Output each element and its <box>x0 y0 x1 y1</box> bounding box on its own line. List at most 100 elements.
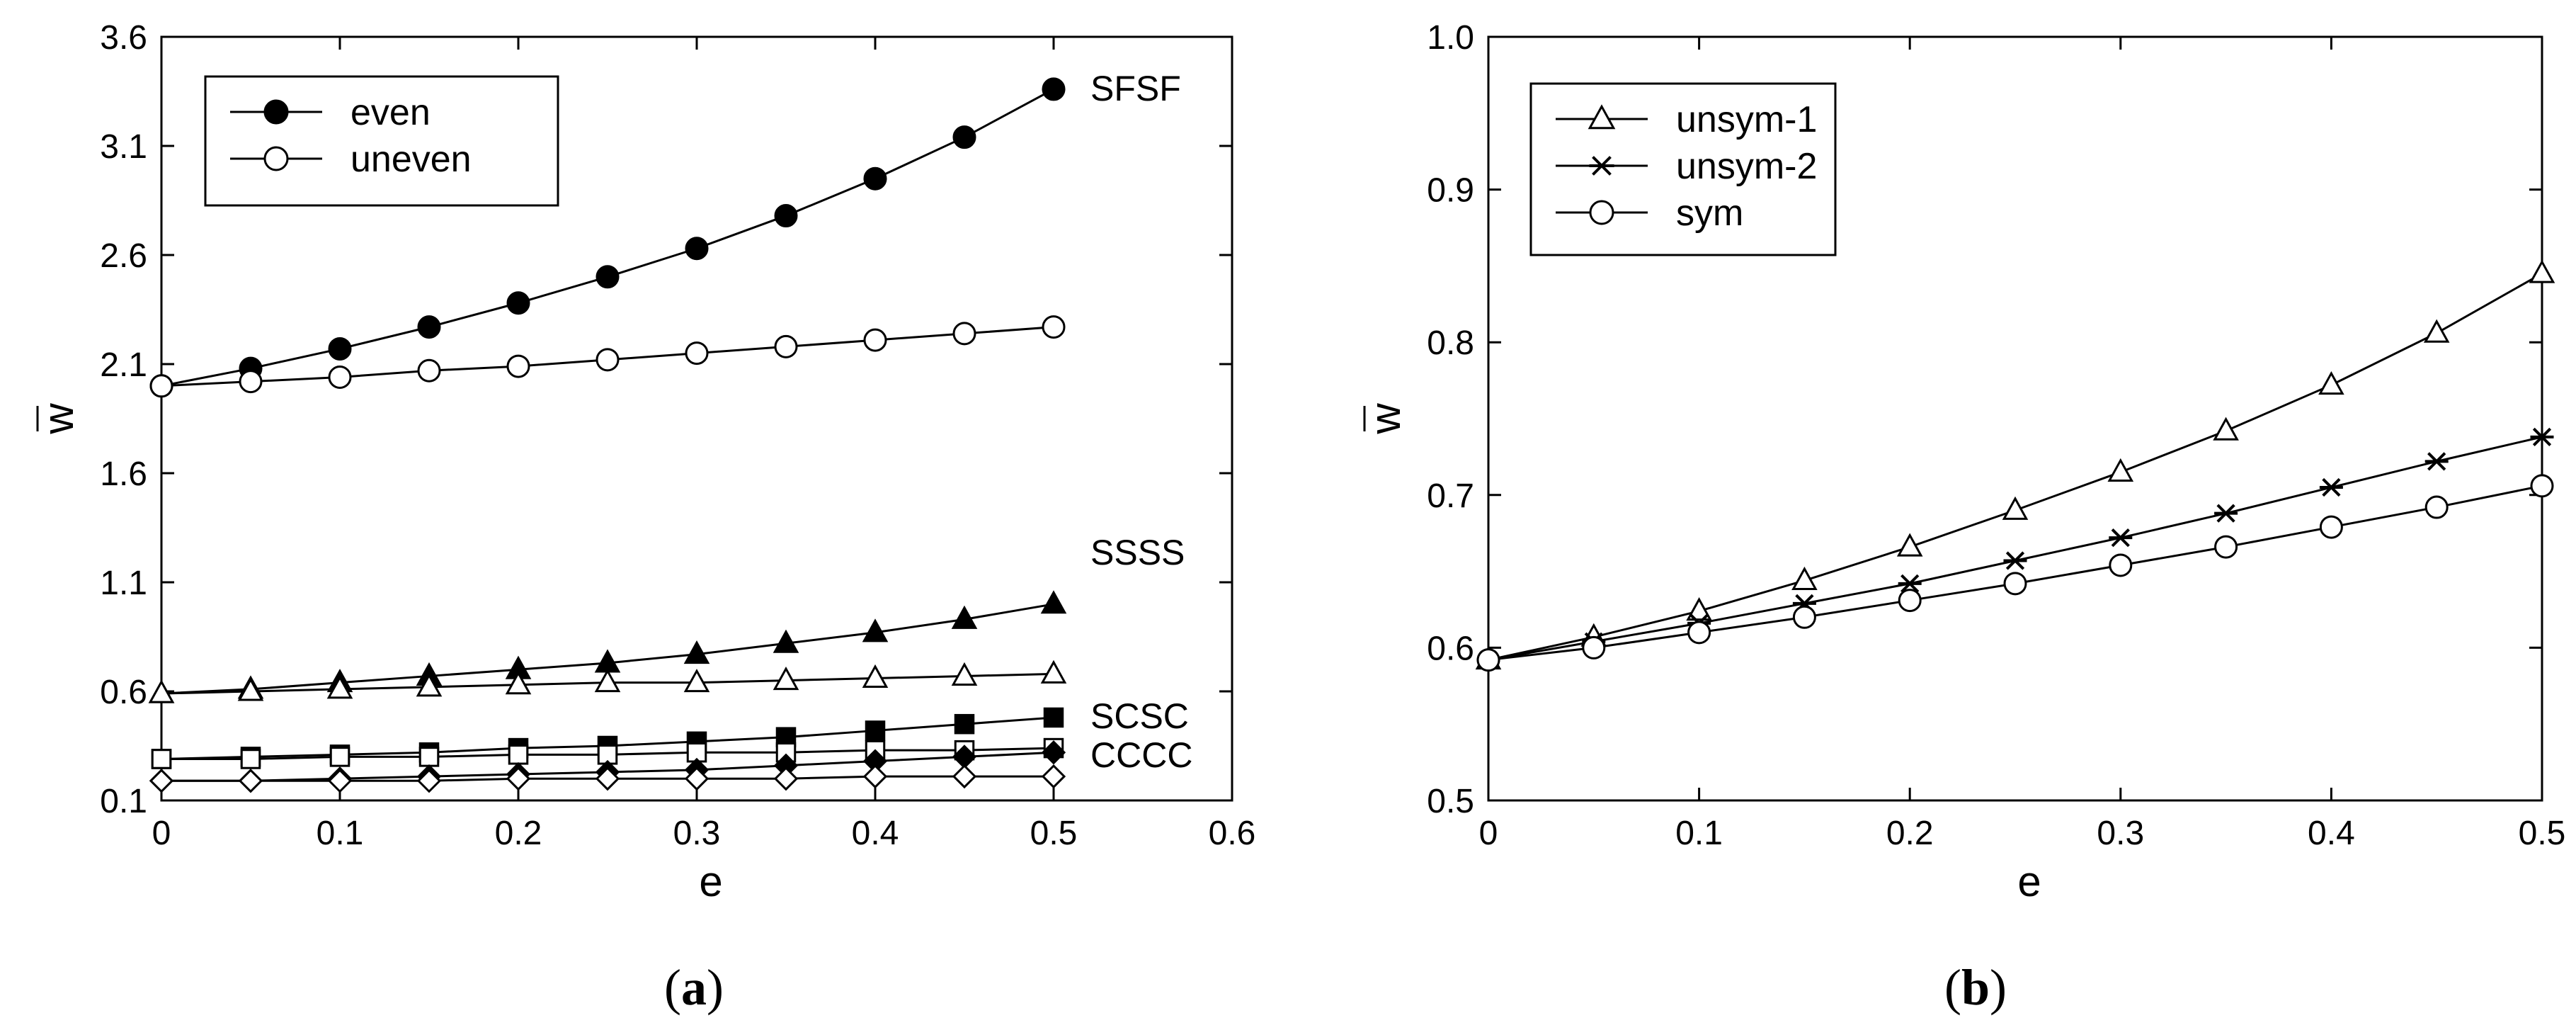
data-point <box>1898 589 1922 613</box>
x-tick-label: 0.4 <box>2308 815 2355 852</box>
y-tick-label: 1.6 <box>100 455 147 493</box>
data-point <box>773 666 799 691</box>
series-sym <box>1476 474 2554 672</box>
legend-box <box>1529 82 1837 256</box>
chart-b: 0 0.1 0.2 0.3 0.4 0.5 0.5 0.6 0.7 0.8 0.9 1.0 e w unsy… <box>1362 19 2565 1016</box>
data-point <box>2003 551 2027 570</box>
data-point <box>2529 259 2555 283</box>
x-tick-label: 0.1 <box>1675 815 1723 852</box>
legend-entry: even <box>230 92 431 133</box>
y-tick-label: 1.0 <box>1427 19 1474 57</box>
data-point <box>1686 597 1712 621</box>
y-tick-label: 1.1 <box>100 565 147 602</box>
legend-box <box>204 75 559 207</box>
legend: even uneven <box>204 75 559 207</box>
data-point <box>685 341 709 366</box>
data-point <box>863 166 887 191</box>
data-point <box>862 618 889 642</box>
y-tick-label: 0.6 <box>1427 630 1474 667</box>
data-point <box>951 662 978 686</box>
x-tick-label: 0.3 <box>673 815 721 852</box>
y-tick-label: 0.5 <box>1427 783 1474 820</box>
x-tick-label: 0.5 <box>1030 815 1078 852</box>
legend-label: unsym-2 <box>1676 146 1817 187</box>
data-point <box>149 769 174 793</box>
data-point <box>865 720 886 741</box>
x-tick-label: 0.4 <box>852 815 899 852</box>
caption-letter: b <box>1961 959 1990 1016</box>
data-point <box>862 664 889 689</box>
legend-marker <box>263 99 289 125</box>
legend-label: sym <box>1676 193 1743 234</box>
data-point <box>595 766 620 791</box>
data-point <box>2530 474 2554 498</box>
data-point <box>595 348 620 372</box>
caption-paren-open: ( <box>1944 959 1961 1016</box>
series-sfsf-uneven <box>149 315 1066 398</box>
data-point <box>416 673 443 697</box>
plot-frame <box>1487 35 2543 802</box>
data-point <box>506 766 531 791</box>
data-point <box>2002 496 2029 520</box>
legend-entry: unsym-2 <box>1556 146 1817 187</box>
data-point <box>1898 574 1922 593</box>
data-point <box>2214 535 2238 559</box>
data-point <box>595 265 620 289</box>
data-point <box>2319 477 2343 497</box>
data-point <box>862 764 888 789</box>
y-tick-label: 3.6 <box>100 19 147 57</box>
x-tick-label: 0 <box>152 815 171 852</box>
legend-marker <box>1589 156 1614 176</box>
data-point <box>1041 764 1066 789</box>
data-point <box>505 671 532 695</box>
data-point <box>237 677 264 701</box>
y-tick-label: 0.7 <box>1427 477 1474 515</box>
legend-marker <box>1588 104 1616 130</box>
y-tick-label: 0.8 <box>1427 324 1474 362</box>
data-point <box>508 744 529 765</box>
annotation-cccc: CCCC <box>1090 735 1192 775</box>
legend: unsym-1 unsym-2 sym <box>1529 82 1837 256</box>
data-point <box>1896 533 1923 557</box>
data-point <box>1041 740 1066 765</box>
annotation-ssss: SSSS <box>1090 533 1185 572</box>
data-point <box>2318 370 2344 395</box>
panel-caption: (a) <box>664 959 724 1016</box>
data-point <box>417 315 441 339</box>
caption-paren-open: ( <box>664 959 681 1016</box>
data-point <box>594 669 621 693</box>
x-axis-label: e <box>699 858 722 905</box>
data-point <box>2424 452 2449 471</box>
legend-label: even <box>351 92 431 133</box>
caption-paren-close: ) <box>707 959 724 1016</box>
data-point <box>1040 659 1067 684</box>
data-point <box>239 370 263 394</box>
data-point <box>684 766 709 791</box>
data-point <box>240 749 261 769</box>
data-point <box>683 640 710 664</box>
data-point <box>954 713 975 735</box>
data-point <box>238 769 263 793</box>
data-point <box>1791 566 1818 591</box>
series-line <box>1488 436 2543 662</box>
data-point <box>2003 572 2027 596</box>
data-point <box>774 334 798 358</box>
data-point <box>328 365 352 389</box>
y-tick-label: 2.1 <box>100 346 147 384</box>
data-point <box>418 747 440 767</box>
y-tick-label: 2.6 <box>100 237 147 275</box>
x-tick-label: 0.1 <box>317 815 364 852</box>
data-point <box>2109 553 2133 577</box>
data-point <box>773 766 799 791</box>
caption-paren-close: ) <box>1990 959 2007 1016</box>
series-unsym-1 <box>1475 259 2555 670</box>
data-point <box>952 125 976 149</box>
legend-entry: sym <box>1556 193 1743 234</box>
x-tick-label: 0.3 <box>2097 815 2144 852</box>
series-line <box>1488 272 2543 662</box>
data-point <box>417 358 441 383</box>
data-point <box>328 336 352 361</box>
x-tick-label: 0 <box>1479 815 1498 852</box>
data-point <box>149 374 173 398</box>
